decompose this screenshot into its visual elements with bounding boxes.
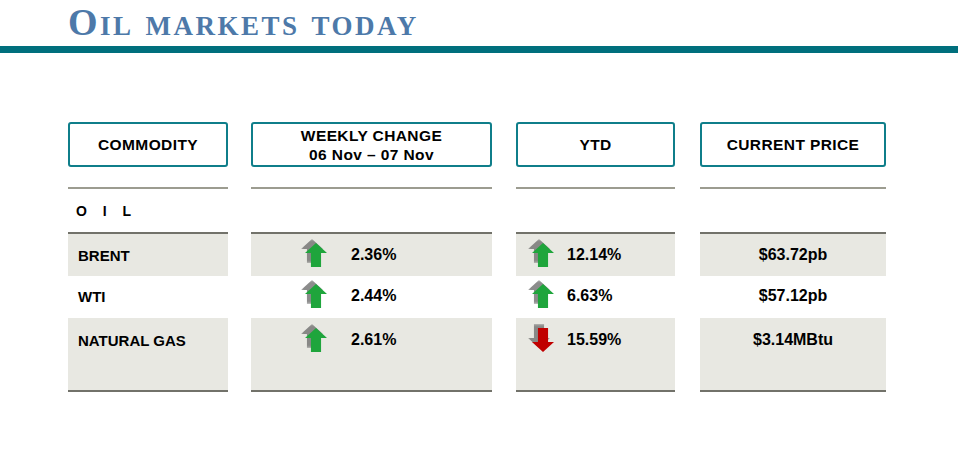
header-commodity-label: COMMODITY — [98, 135, 198, 154]
current-price-value: $63.72pb — [759, 246, 827, 264]
weekly-divider-line — [251, 187, 492, 189]
ytd-trend-arrow-icon — [532, 284, 554, 308]
weekly-trend-arrow-icon — [305, 284, 327, 308]
table-row: 2.61% — [251, 318, 492, 392]
current-price-value: $57.12pb — [759, 287, 827, 305]
header-current-price-label: CURRENT PRICE — [727, 135, 860, 154]
header-current-price: CURRENT PRICE — [700, 122, 886, 167]
ytd-value: 15.59% — [567, 331, 621, 349]
header-ytd-label: YTD — [579, 135, 611, 154]
table-row: $63.72pb — [700, 232, 886, 276]
commodity-name: WTI — [78, 288, 106, 305]
column-weekly-change: WEEKLY CHANGE 06 Nov – 07 Nov 2.36% 2.44… — [251, 0, 492, 471]
table-row: 15.59% — [516, 318, 675, 392]
weekly-change-value: 2.44% — [351, 287, 396, 305]
header-weekly-change-dates: 06 Nov – 07 Nov — [309, 145, 434, 164]
weekly-change-value: 2.36% — [351, 246, 396, 264]
table-row: 6.63% — [516, 274, 675, 318]
ytd-value: 12.14% — [567, 246, 621, 264]
commodity-name: NATURAL GAS — [78, 332, 186, 349]
ytd-trend-arrow-icon — [532, 328, 554, 352]
ytd-divider-line — [516, 187, 675, 189]
header-ytd: YTD — [516, 122, 675, 167]
table-row: WTI — [68, 274, 228, 318]
ytd-trend-arrow-icon — [532, 243, 554, 267]
ytd-value: 6.63% — [567, 287, 612, 305]
commodity-name: BRENT — [78, 247, 130, 264]
table-row: BRENT — [68, 232, 228, 276]
column-commodity: COMMODITY O I L BRENT WTI NATURAL GAS — [68, 0, 228, 471]
column-ytd: YTD 12.14% 6.63% 15.59% — [516, 0, 675, 471]
table-row: 12.14% — [516, 232, 675, 276]
price-divider-line — [700, 187, 886, 189]
table-row: 2.44% — [251, 274, 492, 318]
slide: Oil markets today COMMODITY O I L BRENT … — [0, 0, 958, 471]
commodity-divider-line — [68, 187, 228, 189]
table-row: $57.12pb — [700, 274, 886, 318]
weekly-trend-arrow-icon — [305, 328, 327, 352]
current-price-value: $3.14MBtu — [753, 331, 833, 349]
table-row: $3.14MBtu — [700, 318, 886, 392]
header-weekly-change-label: WEEKLY CHANGE — [301, 126, 442, 145]
section-label-oil: O I L — [76, 203, 137, 219]
header-commodity: COMMODITY — [68, 122, 228, 167]
weekly-change-value: 2.61% — [351, 331, 396, 349]
column-current-price: CURRENT PRICE $63.72pb $57.12pb $3.14MBt… — [700, 0, 886, 471]
weekly-trend-arrow-icon — [305, 243, 327, 267]
table-row: 2.36% — [251, 232, 492, 276]
table-row: NATURAL GAS — [68, 318, 228, 392]
header-weekly-change: WEEKLY CHANGE 06 Nov – 07 Nov — [251, 122, 492, 167]
